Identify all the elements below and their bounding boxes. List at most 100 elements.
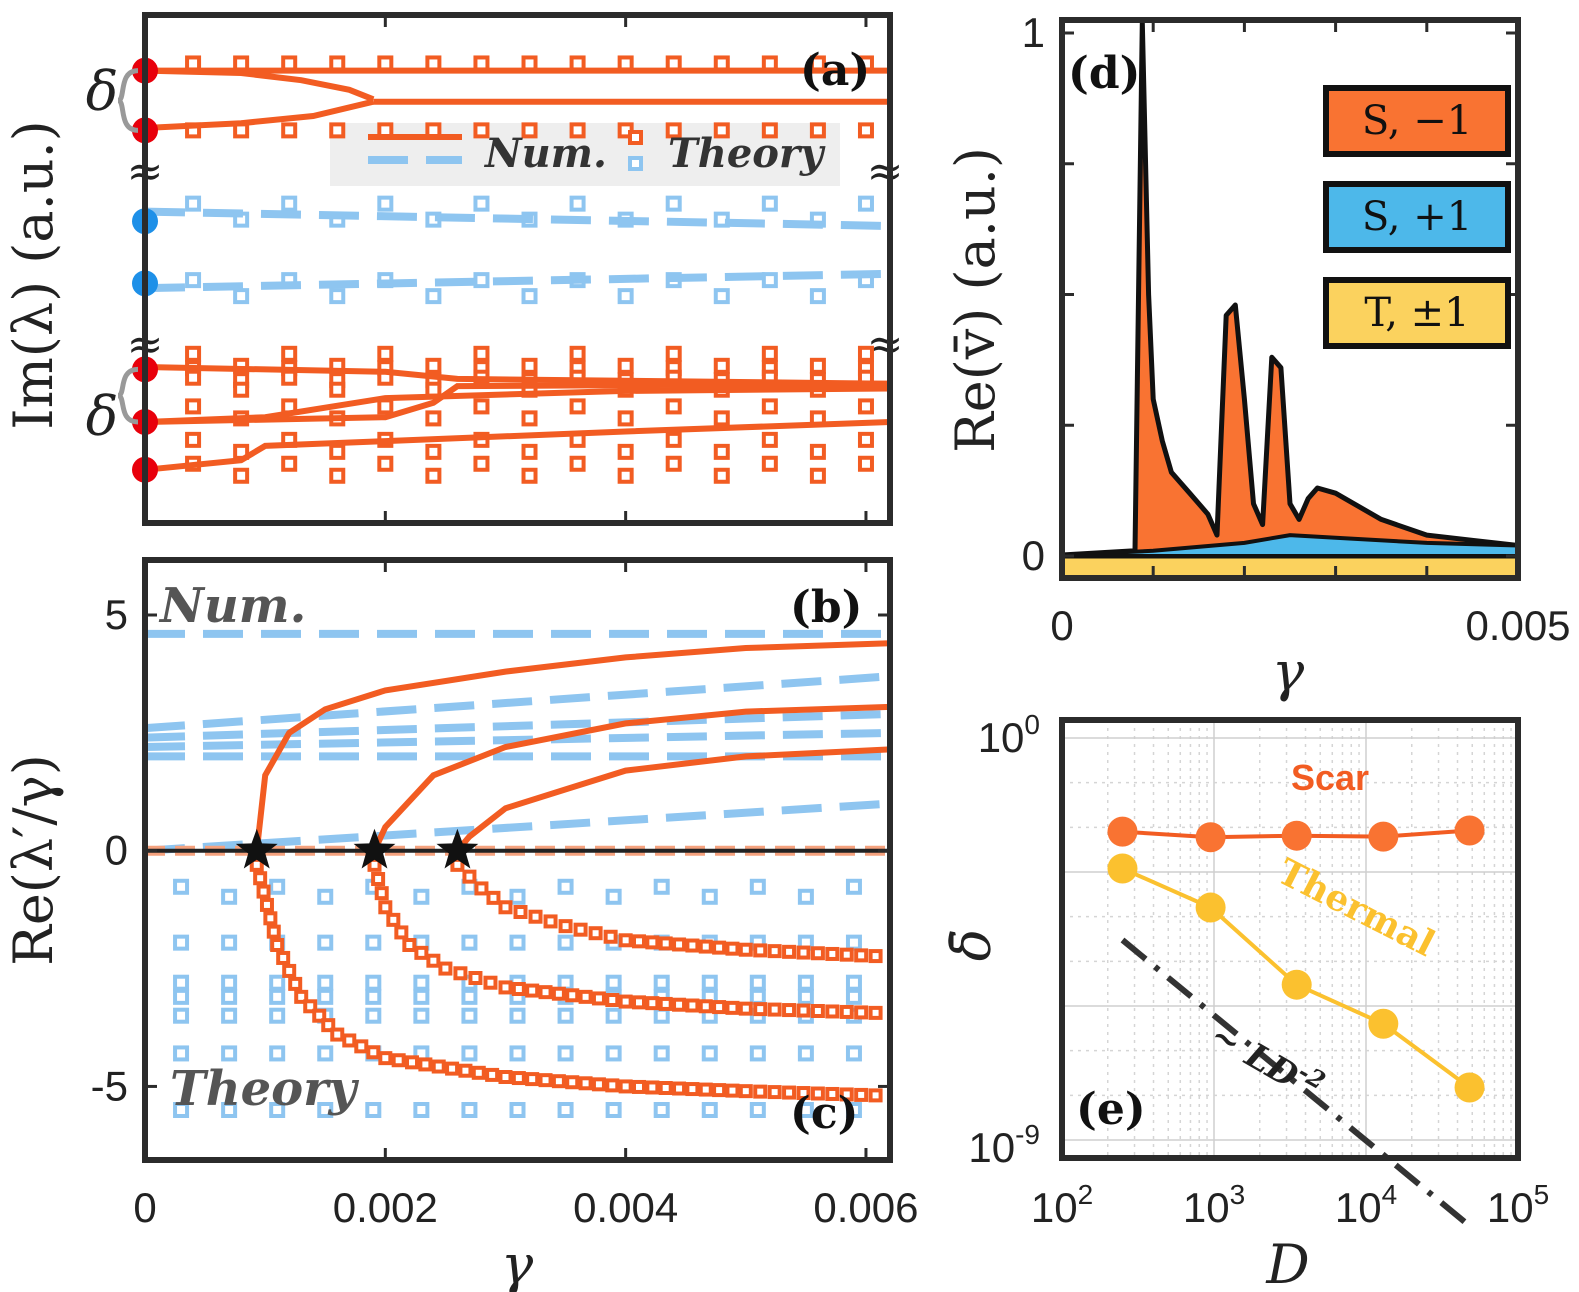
theory-point-other bbox=[557, 1102, 574, 1118]
theory-point-scar bbox=[453, 966, 468, 981]
theory-point-other bbox=[653, 878, 670, 895]
theory-point-scar bbox=[374, 886, 389, 901]
theory-point-scar bbox=[473, 122, 490, 139]
theory-point-scar bbox=[868, 1088, 883, 1103]
theory-point-other bbox=[761, 195, 778, 212]
theory-point-scar bbox=[725, 941, 740, 956]
delta-label: δ bbox=[86, 60, 119, 123]
legend-marker-theory bbox=[628, 130, 643, 145]
legend-entry-thermal-label: T, ±1 bbox=[1364, 290, 1469, 336]
theory-point-scar bbox=[525, 1072, 540, 1087]
theory-point-scar bbox=[809, 122, 826, 139]
data-point-thermal bbox=[1454, 1072, 1485, 1103]
theory-point-scar bbox=[485, 1067, 500, 1082]
theory-point-other bbox=[425, 288, 442, 305]
theory-point-scar bbox=[498, 1070, 513, 1084]
theory-point-other bbox=[605, 1102, 622, 1118]
theory-point-other bbox=[365, 988, 382, 1005]
theory-point-scar bbox=[521, 122, 538, 139]
theory-point-scar bbox=[617, 357, 634, 374]
theory-point-other bbox=[233, 288, 250, 305]
theory-point-scar bbox=[438, 961, 453, 976]
theory-point-scar bbox=[617, 467, 634, 484]
theory-point-scar bbox=[468, 971, 483, 985]
theory-point-scar bbox=[551, 986, 566, 1001]
panel-label-d: (d) bbox=[1068, 48, 1140, 99]
theory-point-other bbox=[317, 1102, 334, 1118]
theory-point-other bbox=[797, 988, 814, 1005]
theory-point-scar bbox=[782, 1085, 797, 1100]
theory-point-other bbox=[173, 988, 190, 1005]
theory-point-other bbox=[749, 1102, 766, 1118]
y-axis-title-bc: Re(λ′/γ) bbox=[2, 754, 65, 966]
theory-point-other bbox=[749, 1045, 766, 1062]
theory-point-scar bbox=[342, 1033, 357, 1048]
y-tick-label: 10-9 bbox=[968, 1119, 1040, 1171]
theory-point-other bbox=[665, 195, 682, 212]
x-tick-label: 102 bbox=[1031, 1179, 1093, 1231]
theory-point-scar bbox=[312, 1008, 327, 1023]
x-tick-label: 0.005 bbox=[1465, 602, 1570, 649]
theory-point-scar bbox=[474, 881, 489, 896]
theory-point-scar bbox=[809, 467, 826, 484]
theory-point-other bbox=[413, 988, 430, 1005]
theory-point-scar bbox=[249, 857, 264, 872]
delta-bracket bbox=[116, 366, 139, 425]
theory-point-other bbox=[365, 934, 382, 951]
theory-point-other bbox=[269, 1102, 286, 1118]
theory-point-scar bbox=[767, 944, 782, 959]
theory-point-scar bbox=[569, 455, 586, 472]
exceptional-point-star bbox=[353, 828, 396, 869]
theory-point-other bbox=[653, 1007, 670, 1024]
theory-point-other bbox=[557, 1045, 574, 1062]
theory-point-other bbox=[761, 272, 778, 289]
theory-point-other bbox=[461, 1045, 478, 1062]
legend-entry-scar-plus-label: S, +1 bbox=[1362, 194, 1472, 240]
x-tick-label: 105 bbox=[1487, 1179, 1549, 1231]
num-line bbox=[144, 385, 891, 425]
theory-point-scar bbox=[631, 1079, 646, 1094]
num-line-other bbox=[144, 799, 891, 855]
theory-point-scar bbox=[377, 345, 394, 362]
theory-point-other bbox=[185, 195, 202, 212]
theory-point-scar bbox=[263, 911, 278, 926]
theory-point-scar bbox=[471, 1065, 486, 1080]
axes-frame-bc bbox=[142, 557, 893, 1163]
theory-point-other bbox=[845, 878, 862, 895]
theory-point-scar bbox=[712, 1083, 727, 1098]
theory-point-other bbox=[845, 974, 862, 991]
theory-point-scar bbox=[753, 1084, 768, 1099]
theory-point-scar bbox=[738, 942, 753, 957]
theory-point-scar bbox=[425, 410, 442, 427]
theory-point-other bbox=[221, 1102, 238, 1118]
panel-label-c: (c) bbox=[790, 1088, 858, 1139]
theory-point-scar bbox=[253, 871, 268, 886]
theory-point-scar bbox=[761, 398, 778, 415]
theory-point-scar bbox=[377, 398, 394, 415]
x-tick-label: 0 bbox=[133, 1184, 156, 1231]
theory-point-scar bbox=[426, 953, 441, 968]
theory-point-other bbox=[461, 934, 478, 951]
theory-point-scar bbox=[543, 914, 558, 929]
theory-point-other bbox=[605, 974, 622, 991]
panel-bc: 0 0.002 0.004 0.006 -5 0 5 Num. Theory (b) (c) γ Re(… bbox=[2, 557, 919, 1292]
theory-point-scar bbox=[618, 1079, 633, 1094]
theory-point-scar bbox=[839, 1004, 854, 1019]
theory-point-scar bbox=[738, 1001, 753, 1016]
theory-point-other bbox=[413, 888, 430, 905]
theory-point-other bbox=[845, 988, 862, 1005]
theory-point-other bbox=[221, 888, 238, 905]
theory-point-scar bbox=[713, 122, 730, 139]
theory-point-scar bbox=[854, 1087, 869, 1102]
theory-point-other bbox=[797, 1102, 814, 1118]
theory-point-scar bbox=[713, 410, 730, 427]
theory-point-scar bbox=[658, 936, 673, 951]
theory-point-other bbox=[269, 988, 286, 1005]
theory-point-other bbox=[857, 195, 874, 212]
theory-point-scar bbox=[281, 345, 298, 362]
theory-point-other bbox=[221, 934, 238, 951]
theory-point-scar bbox=[321, 1018, 336, 1033]
theory-point-other bbox=[701, 974, 718, 991]
theory-point-scar bbox=[565, 988, 580, 1003]
